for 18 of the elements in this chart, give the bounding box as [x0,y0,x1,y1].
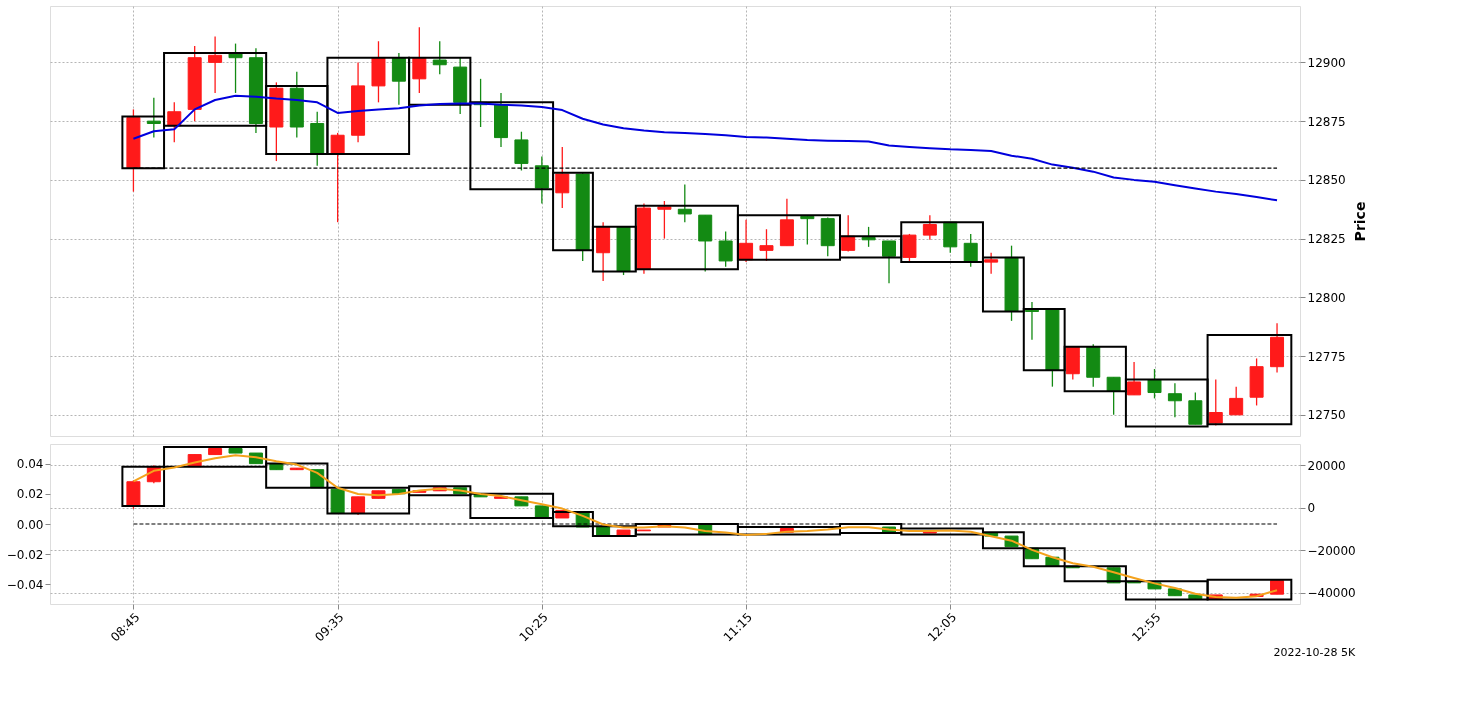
y-tick-label: −0.04 [6,577,44,592]
y-tick-label: 0.02 [16,487,44,502]
y-tick-label: 12900 [1307,55,1346,70]
y-tick-label: 12800 [1307,290,1346,305]
y-tick-label: 12850 [1307,173,1346,188]
y-tick-label: 0.04 [16,457,44,472]
y2-tick-label: −40000 [1307,586,1356,601]
y-tick-label: −0.02 [6,547,44,562]
text: 2022-10-28 5K [1273,646,1357,660]
y-tick-label: 12825 [1307,232,1346,247]
y-tick-label: 12775 [1307,349,1346,364]
y-axis-title: Price [1351,201,1368,242]
y-tick-label: 12875 [1307,114,1346,129]
y-tick-label: 12750 [1307,408,1346,423]
y2-tick-label: −20000 [1307,543,1356,558]
y2-tick-label: 0 [1307,501,1316,516]
y2-tick-label: 20000 [1307,458,1346,473]
y-tick-label: 0.00 [16,517,44,532]
